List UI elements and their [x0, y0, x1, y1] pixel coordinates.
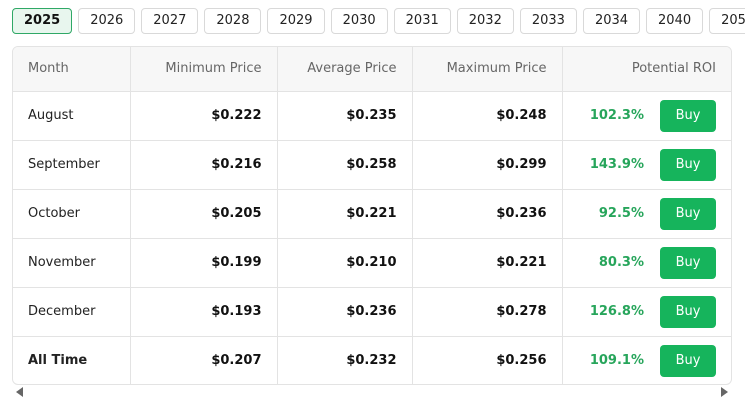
- roi-cell-content: 102.3% Buy: [578, 99, 716, 132]
- potential-roi-cell: 126.8% Buy: [562, 287, 731, 337]
- month-cell: December: [13, 287, 131, 337]
- horizontal-scrollbar[interactable]: [12, 387, 732, 399]
- roi-cell-content: 109.1% Buy: [578, 344, 716, 377]
- year-tab-2030[interactable]: 2030: [330, 8, 388, 34]
- month-cell: November: [13, 238, 131, 288]
- buy-button[interactable]: Buy: [660, 99, 716, 132]
- table-row: All Time $0.207 $0.232 $0.256 109.1% Buy: [13, 336, 731, 384]
- month-cell: September: [13, 140, 131, 190]
- roi-cell-content: 126.8% Buy: [578, 295, 716, 328]
- average-price-cell: $0.221: [277, 189, 413, 239]
- header-minimum-price: Minimum Price: [130, 47, 278, 92]
- average-price-cell: $0.258: [277, 140, 413, 190]
- roi-value: 126.8%: [589, 304, 644, 319]
- roi-cell-content: 80.3% Buy: [578, 246, 716, 279]
- minimum-price-cell: $0.216: [130, 140, 278, 190]
- maximum-price-cell: $0.236: [412, 189, 563, 239]
- year-tab-2032[interactable]: 2032: [456, 8, 514, 34]
- potential-roi-cell: 109.1% Buy: [562, 336, 731, 384]
- year-tab-2040[interactable]: 2040: [646, 8, 704, 34]
- roi-cell-content: 143.9% Buy: [578, 148, 716, 181]
- year-tab-2026[interactable]: 2026: [78, 8, 136, 34]
- average-price-cell: $0.236: [277, 287, 413, 337]
- maximum-price-cell: $0.256: [412, 336, 563, 384]
- maximum-price-cell: $0.299: [412, 140, 563, 190]
- header-potential-roi: Potential ROI: [562, 47, 731, 92]
- potential-roi-cell: 143.9% Buy: [562, 140, 731, 190]
- table-row: December $0.193 $0.236 $0.278 126.8% Buy: [13, 287, 731, 337]
- average-price-cell: $0.235: [277, 91, 413, 141]
- price-prediction-table: Month Minimum Price Average Price Maximu…: [12, 46, 732, 385]
- table-row: October $0.205 $0.221 $0.236 92.5% Buy: [13, 189, 731, 239]
- roi-value: 102.3%: [589, 108, 644, 123]
- maximum-price-cell: $0.278: [412, 287, 563, 337]
- minimum-price-cell: $0.207: [130, 336, 278, 384]
- table-header-row: Month Minimum Price Average Price Maximu…: [13, 47, 731, 92]
- roi-cell-content: 92.5% Buy: [578, 197, 716, 230]
- buy-button[interactable]: Buy: [660, 148, 716, 181]
- potential-roi-cell: 80.3% Buy: [562, 238, 731, 288]
- table-row: November $0.199 $0.210 $0.221 80.3% Buy: [13, 238, 731, 288]
- average-price-cell: $0.210: [277, 238, 413, 288]
- maximum-price-cell: $0.221: [412, 238, 563, 288]
- month-cell: August: [13, 91, 131, 141]
- roi-value: 109.1%: [589, 353, 644, 369]
- table-row: August $0.222 $0.235 $0.248 102.3% Buy: [13, 91, 731, 141]
- month-cell: October: [13, 189, 131, 239]
- year-tab-2033[interactable]: 2033: [519, 8, 577, 34]
- scroll-right-arrow-icon[interactable]: [721, 387, 728, 397]
- year-tab-2025[interactable]: 2025: [12, 8, 73, 34]
- average-price-cell: $0.232: [277, 336, 413, 384]
- month-cell: All Time: [13, 336, 131, 384]
- roi-value: 143.9%: [589, 157, 644, 172]
- scroll-left-arrow-icon[interactable]: [16, 387, 23, 397]
- potential-roi-cell: 92.5% Buy: [562, 189, 731, 239]
- year-tab-2029[interactable]: 2029: [267, 8, 325, 34]
- header-month: Month: [13, 47, 131, 92]
- year-tabs: 2025 2026 2027 2028 2029 2030 2031 2032 2033 2034…: [12, 8, 745, 34]
- minimum-price-cell: $0.199: [130, 238, 278, 288]
- buy-button[interactable]: Buy: [660, 295, 716, 328]
- roi-value: 80.3%: [598, 255, 644, 270]
- year-tab-2034[interactable]: 2034: [582, 8, 641, 34]
- year-tab-2031[interactable]: 2031: [393, 8, 451, 34]
- header-maximum-price: Maximum Price: [412, 47, 563, 92]
- buy-button[interactable]: Buy: [660, 197, 716, 230]
- year-tab-2028[interactable]: 2028: [204, 8, 262, 34]
- minimum-price-cell: $0.222: [130, 91, 278, 141]
- buy-button[interactable]: Buy: [660, 344, 716, 377]
- minimum-price-cell: $0.193: [130, 287, 278, 337]
- maximum-price-cell: $0.248: [412, 91, 563, 141]
- year-tab-2027[interactable]: 2027: [141, 8, 199, 34]
- year-tab-2050[interactable]: 2050: [709, 8, 745, 34]
- roi-value: 92.5%: [598, 206, 644, 221]
- header-average-price: Average Price: [277, 47, 413, 92]
- buy-button[interactable]: Buy: [660, 246, 716, 279]
- table-row: September $0.216 $0.258 $0.299 143.9% Buy: [13, 140, 731, 190]
- potential-roi-cell: 102.3% Buy: [562, 91, 731, 141]
- minimum-price-cell: $0.205: [130, 189, 278, 239]
